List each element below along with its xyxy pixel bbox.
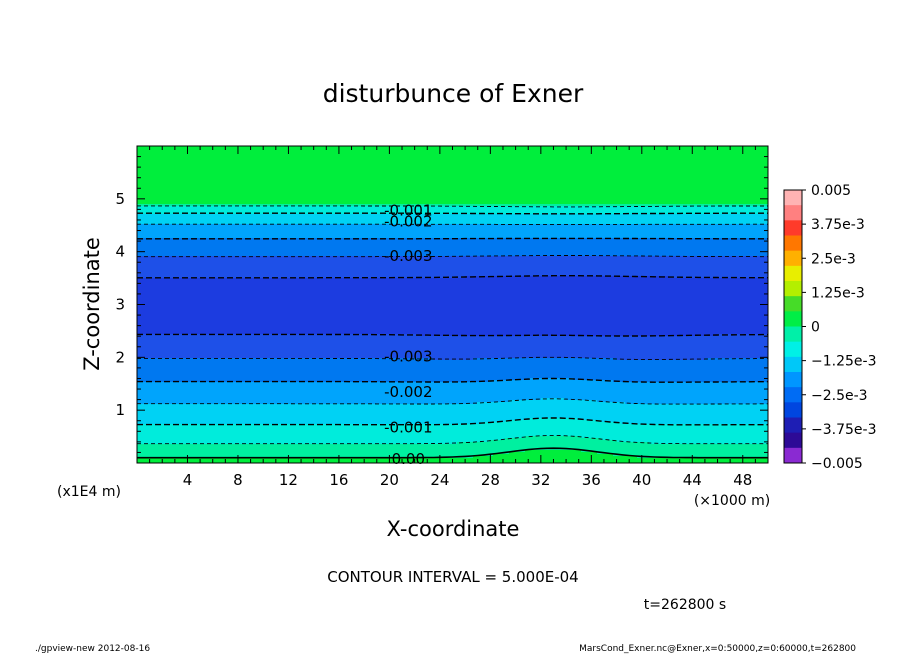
x-tick-label: 36	[582, 471, 601, 489]
x-axis-unit: (×1000 m)	[694, 493, 770, 509]
y-tick-label: 2	[115, 348, 125, 366]
colorbar-swatch	[784, 342, 802, 358]
x-tick-label: 16	[329, 471, 348, 489]
x-tick-label: 24	[430, 471, 449, 489]
colorbar-swatch	[784, 251, 802, 267]
colorbar-swatch	[784, 433, 802, 449]
x-tick-label: 4	[183, 471, 193, 489]
y-axis-label: Z-coordinate	[80, 237, 104, 371]
colorbar-swatch	[784, 327, 802, 343]
contour-label: -0.003	[384, 247, 432, 265]
colorbar-swatch	[784, 190, 802, 206]
contour-label: -0.002	[384, 213, 432, 231]
x-tick-label: 32	[531, 471, 550, 489]
colorbar-label: −3.75e-3	[811, 422, 876, 438]
colorbar-label: −2.5e-3	[811, 388, 868, 404]
contour-interval-text: CONTOUR INTERVAL = 5.000E-04	[327, 568, 578, 586]
colorbar-label: 0.005	[811, 183, 851, 199]
contour-label: -0.003	[384, 347, 432, 365]
colorbar	[784, 190, 802, 464]
colorbar-swatch	[784, 266, 802, 282]
filled-contours	[137, 146, 770, 465]
colorbar-label: −0.005	[811, 456, 863, 472]
x-tick-label: 40	[632, 471, 651, 489]
contour-label: 0.00	[392, 450, 425, 468]
x-tick-label: 28	[481, 471, 500, 489]
colorbar-swatch	[784, 236, 802, 252]
colorbar-swatch	[784, 387, 802, 403]
contour-label: -0.002	[384, 383, 432, 401]
chart-title: disturbunce of Exner	[323, 79, 584, 108]
colorbar-label: −1.25e-3	[811, 354, 876, 370]
x-tick-label: 44	[683, 471, 702, 489]
footer-left: ./gpview-new 2012-08-16	[35, 644, 150, 654]
colorbar-label: 0	[811, 320, 820, 336]
colorbar-label: 3.75e-3	[811, 217, 865, 233]
colorbar-swatch	[784, 281, 802, 297]
colorbar-swatch	[784, 357, 802, 373]
x-axis-label: X-coordinate	[387, 517, 520, 541]
colorbar-label: 1.25e-3	[811, 285, 865, 301]
colorbar-swatch	[784, 418, 802, 434]
x-tick-label: 12	[279, 471, 298, 489]
contour-label: -0.001	[384, 419, 432, 437]
y-axis-unit: (x1E4 m)	[57, 484, 121, 500]
colorbar-swatch	[784, 296, 802, 312]
colorbar-labels: 0.005 3.75e-3 2.5e-3 1.25e-3 0 −1.25e-3 −2.5e-…	[802, 183, 876, 472]
y-tick-label: 5	[115, 190, 125, 208]
x-tick-label: 8	[233, 471, 243, 489]
y-tick-label: 4	[115, 243, 125, 261]
colorbar-swatch	[784, 220, 802, 236]
colorbar-swatch	[784, 448, 802, 464]
footer-right: MarsCond_Exner.nc@Exner,x=0:50000,z=0:60…	[579, 644, 856, 654]
colorbar-swatch	[784, 311, 802, 327]
x-tick-label: 48	[733, 471, 752, 489]
y-tick-label: 3	[115, 296, 125, 314]
colorbar-swatch	[784, 372, 802, 388]
colorbar-swatch	[784, 205, 802, 221]
colorbar-swatch	[784, 402, 802, 418]
x-tick-label: 20	[380, 471, 399, 489]
time-text: t=262800 s	[644, 597, 726, 613]
colorbar-label: 2.5e-3	[811, 251, 856, 267]
y-tick-label: 1	[115, 401, 125, 419]
